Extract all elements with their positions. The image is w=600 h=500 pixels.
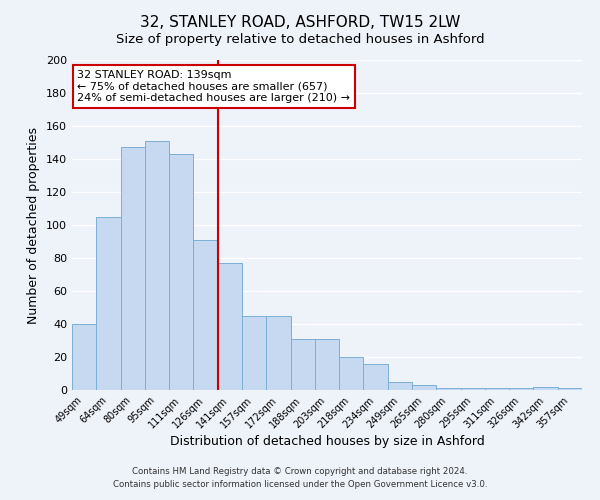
Bar <box>96 217 121 390</box>
Bar <box>364 364 388 390</box>
Bar <box>436 388 461 390</box>
Text: 32 STANLEY ROAD: 139sqm
← 75% of detached houses are smaller (657)
24% of semi-d: 32 STANLEY ROAD: 139sqm ← 75% of detache… <box>77 70 350 103</box>
Bar <box>485 388 509 390</box>
Bar <box>242 316 266 390</box>
Bar <box>315 339 339 390</box>
Y-axis label: Number of detached properties: Number of detached properties <box>28 126 40 324</box>
Bar <box>339 357 364 390</box>
Bar <box>509 388 533 390</box>
Bar <box>290 339 315 390</box>
Text: Contains HM Land Registry data © Crown copyright and database right 2024.
Contai: Contains HM Land Registry data © Crown c… <box>113 467 487 489</box>
Text: 32, STANLEY ROAD, ASHFORD, TW15 2LW: 32, STANLEY ROAD, ASHFORD, TW15 2LW <box>140 15 460 30</box>
Bar <box>461 388 485 390</box>
Bar <box>193 240 218 390</box>
Bar <box>218 263 242 390</box>
Text: Size of property relative to detached houses in Ashford: Size of property relative to detached ho… <box>116 32 484 46</box>
Bar <box>388 382 412 390</box>
Bar <box>169 154 193 390</box>
Bar <box>558 388 582 390</box>
Bar <box>121 148 145 390</box>
Bar <box>72 324 96 390</box>
X-axis label: Distribution of detached houses by size in Ashford: Distribution of detached houses by size … <box>170 436 484 448</box>
Bar <box>412 385 436 390</box>
Bar <box>266 316 290 390</box>
Bar <box>533 386 558 390</box>
Bar <box>145 141 169 390</box>
